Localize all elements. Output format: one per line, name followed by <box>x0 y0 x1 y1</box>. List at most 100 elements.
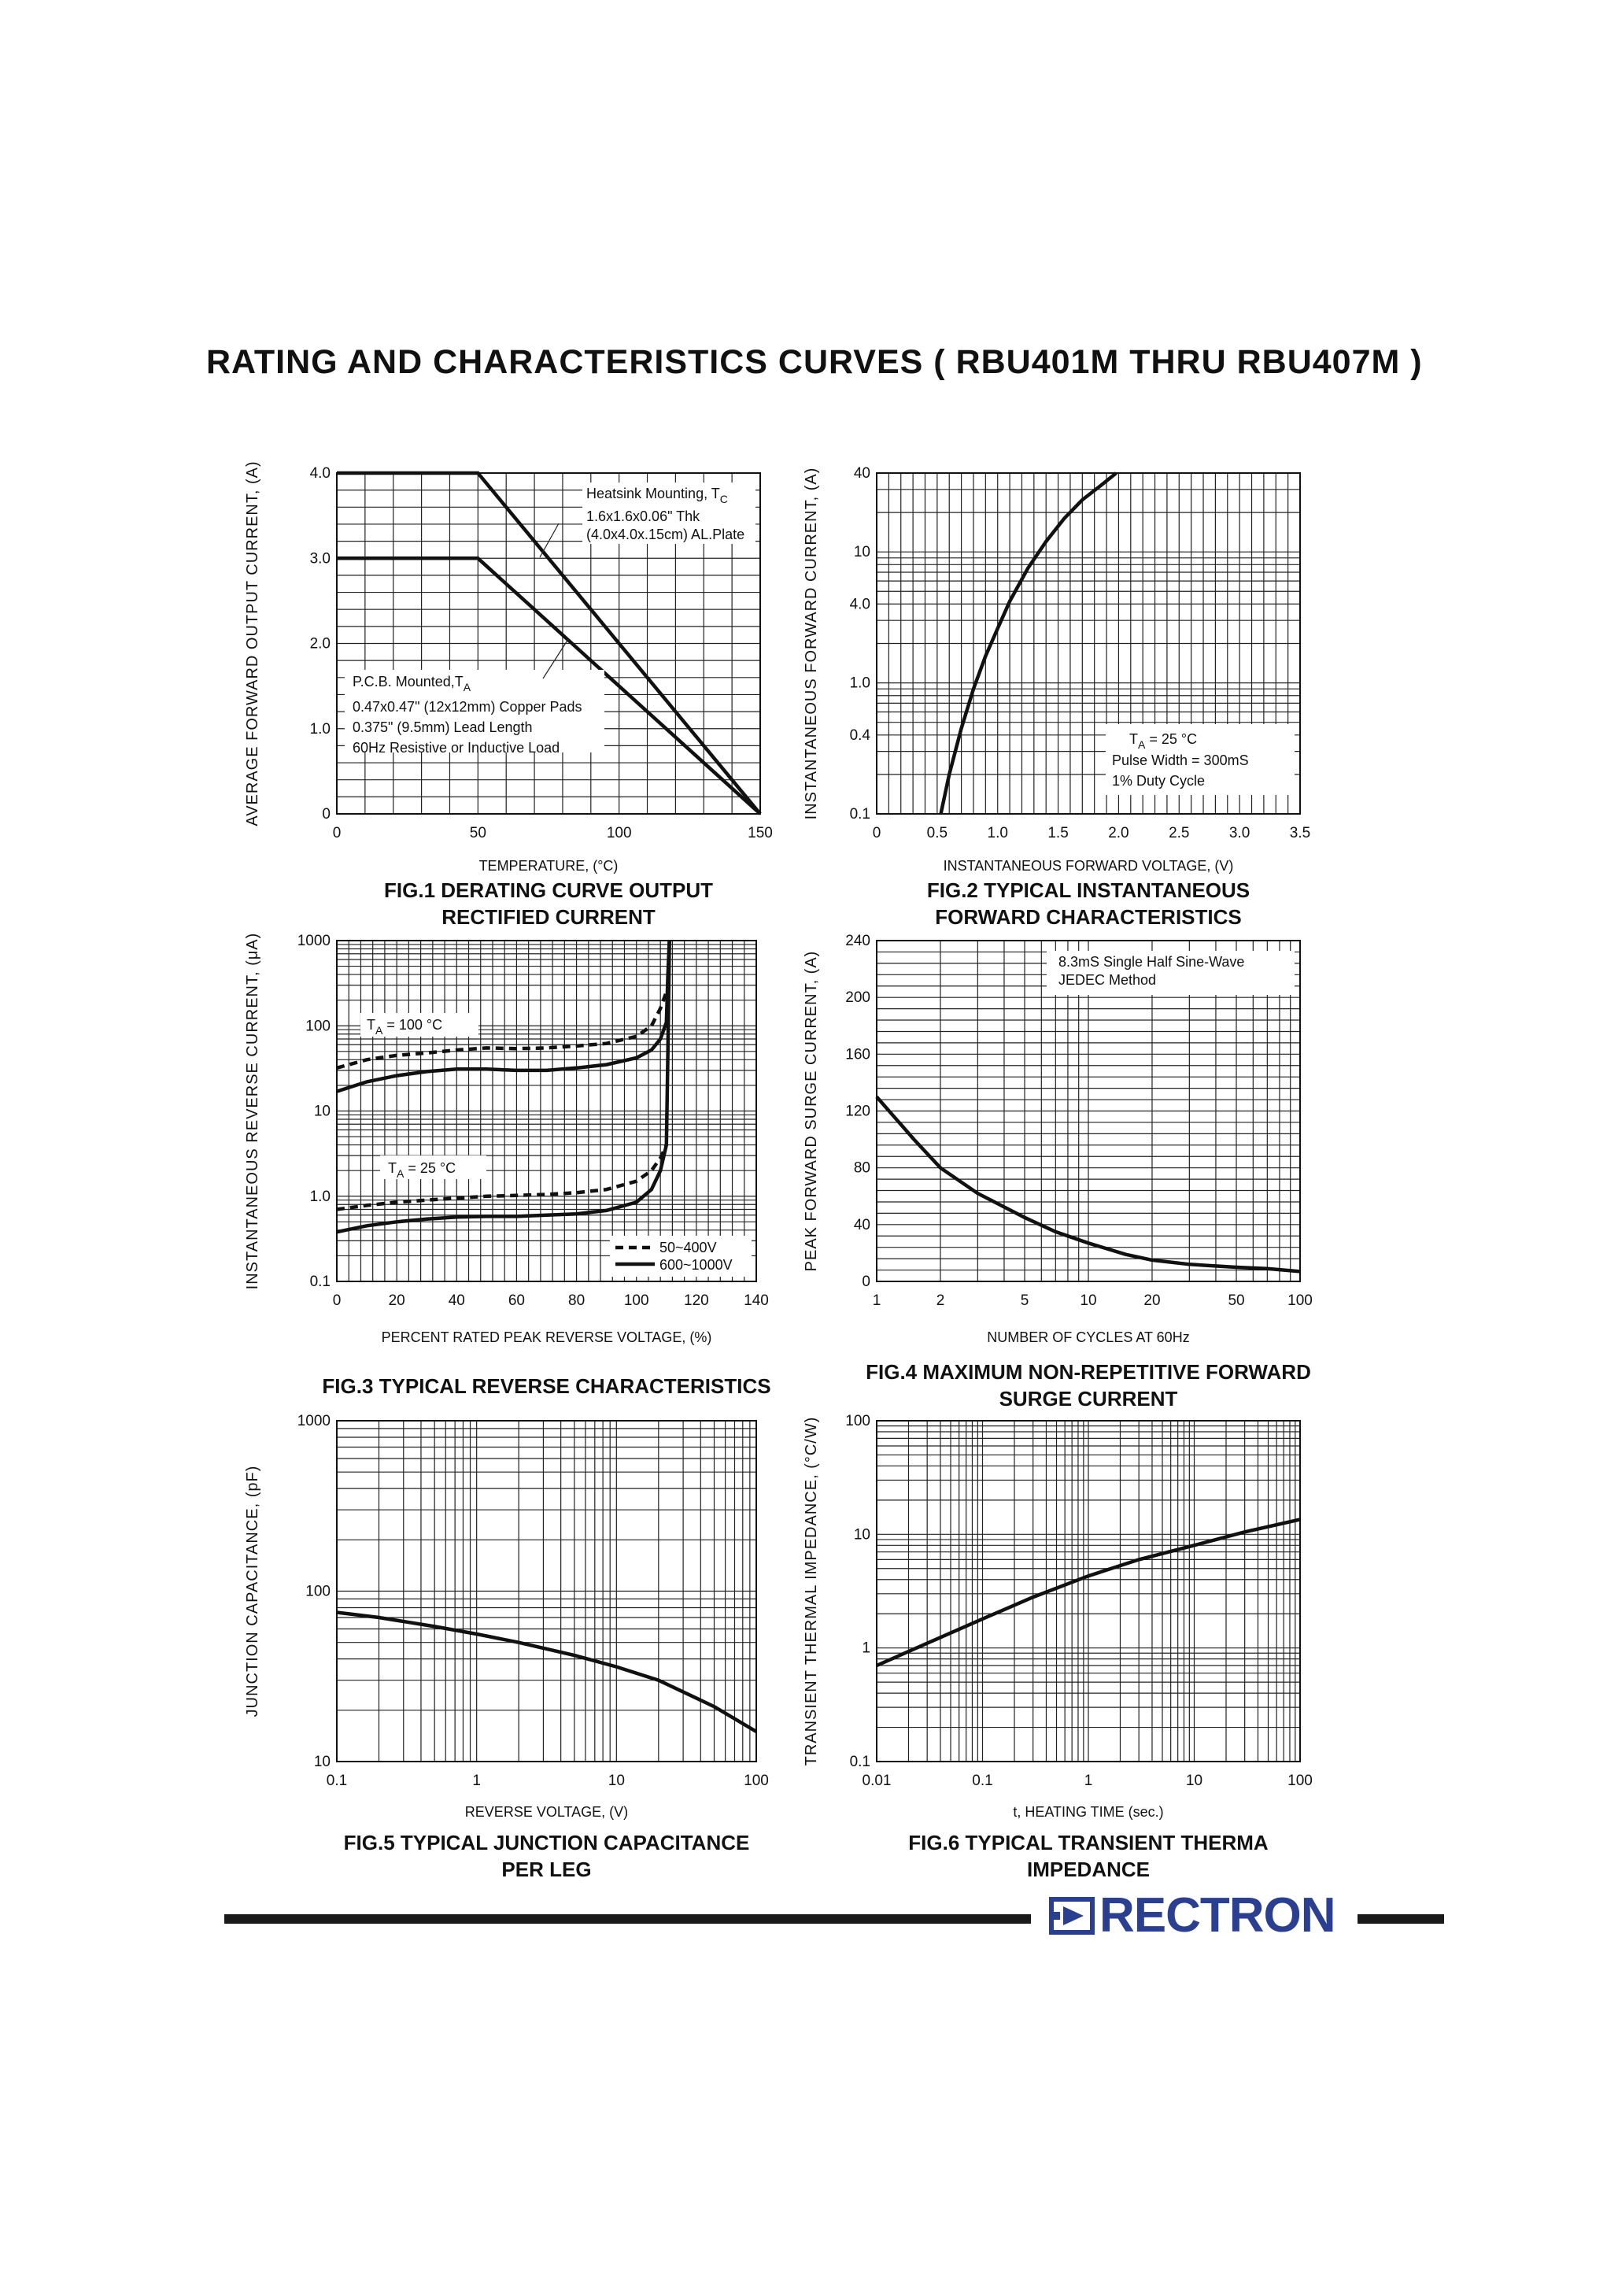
fig3-series-line-3 <box>336 940 671 1234</box>
fig6-y-tick-label: 0.1 <box>850 1754 870 1770</box>
fig3-annotation-ta25-prefix: T <box>388 1160 397 1176</box>
fig4-x-tick-label: 50 <box>1228 1292 1244 1309</box>
fig1-caption: FIG.1 DERATING CURVE OUTPUT <box>384 878 713 902</box>
fig3-x-tick-label: 80 <box>568 1292 585 1309</box>
fig5-x-tick-label: 1 <box>472 1773 481 1789</box>
fig1-x-axis-label: TEMPERATURE, (°C) <box>479 858 619 874</box>
fig1-annotation-pcb: P.C.B. Mounted,TA 0.47x0.47" (12x12mm) Co… <box>353 674 582 756</box>
fig5-series-line-0 <box>336 1610 758 1733</box>
fig3-x-tick-label: 100 <box>624 1292 649 1309</box>
fig3-x-tick-label: 60 <box>508 1292 525 1309</box>
fig2-y-tick-label: 0.1 <box>850 806 870 823</box>
fig4-caption: SURGE CURRENT <box>999 1387 1178 1411</box>
fig1-annotation-heatsink-line: (4.0x4.0x.15cm) AL.Plate <box>586 527 744 542</box>
fig5-y-tick-label: 10 <box>314 1754 331 1770</box>
fig1-y-axis-label: AVERAGE FORWARD OUTPUT CURRENT, (A) <box>244 460 261 826</box>
fig3-y-tick-label: 10 <box>314 1104 331 1120</box>
fig4-y-tick-label: 120 <box>845 1104 870 1120</box>
fig3-caption: FIG.3 TYPICAL REVERSE CHARACTERISTICS <box>322 1374 770 1398</box>
fig6-y-tick-label: 10 <box>854 1526 870 1543</box>
fig4-x-tick-label: 100 <box>1287 1292 1313 1309</box>
fig5-y-axis-label: JUNCTION CAPACITANCE, (pF) <box>244 1466 261 1717</box>
fig3-annotation-ta100-prefix: T <box>367 1017 375 1033</box>
fig5-y-tick-label: 1000 <box>297 1413 331 1429</box>
fig1-y-tick-label: 4.0 <box>310 465 331 482</box>
fig1-annotation-pcb-line: 0.47x0.47" (12x12mm) Copper Pads <box>353 699 582 715</box>
fig4-x-tick-label: 1 <box>873 1292 881 1309</box>
fig6-chart: 0.01 0.1 1 10 100 0.1 1 10 100 t, HEATING TIME (s… <box>803 1413 1313 1881</box>
fig3-x-axis-label: PERCENT RATED PEAK REVERSE VOLTAGE, (%) <box>382 1329 712 1345</box>
fig1-x-tick-label: 100 <box>607 825 632 841</box>
fig2-annotation-pulse-line: 1% Duty Cycle <box>1112 773 1205 789</box>
fig1-chart: 0 50 100 150 0 1.0 2.0 3.0 4.0 TEMPERATURE, (°C) A… <box>244 460 773 929</box>
fig6-y-axis-label: TRANSIENT THERMAL IMPEDANCE, (°C/W) <box>803 1417 820 1766</box>
fig6-y-tick-label: 1 <box>862 1640 870 1657</box>
rectron-logo-text: RECTRON <box>1099 1888 1336 1943</box>
fig2-caption: FORWARD CHARACTERISTICS <box>935 905 1242 929</box>
fig1-x-tick-label: 50 <box>470 825 486 841</box>
fig1-annotation-heatsink-line: 1.6x1.6x0.06" Thk <box>586 508 700 524</box>
fig4-annotation-method-line: JEDEC Method <box>1058 972 1156 988</box>
fig5-plot-frame <box>336 1420 757 1762</box>
fig4-y-tick-label: 240 <box>845 933 870 949</box>
fig2-x-axis-label: INSTANTANEOUS FORWARD VOLTAGE, (V) <box>944 858 1234 874</box>
fig2-x-tick-label: 1.5 <box>1047 825 1068 841</box>
fig1-annotation-pcb-line: 60Hz Resistive or Inductive Load <box>353 740 560 756</box>
fig1-x-tick-label: 0 <box>333 825 342 841</box>
fig3-x-tick-label: 140 <box>744 1292 769 1309</box>
fig4-y-tick-label: 0 <box>862 1274 870 1290</box>
fig3-y-tick-label: 0.1 <box>310 1274 331 1290</box>
fig2-x-tick-label: 0 <box>873 825 881 841</box>
fig6-x-tick-label: 100 <box>1287 1773 1313 1789</box>
fig3-x-tick-label: 20 <box>389 1292 405 1309</box>
fig1-caption: RECTIFIED CURRENT <box>441 905 656 929</box>
fig1-series-line-0 <box>337 471 762 815</box>
fig5-x-tick-label: 0.1 <box>327 1773 347 1789</box>
fig3-series-line-1 <box>336 940 671 1093</box>
page-title: RATING AND CHARACTERISTICS CURVES ( RBU4… <box>206 343 1423 381</box>
fig1-y-tick-label: 2.0 <box>310 636 331 653</box>
fig4-x-tick-label: 10 <box>1080 1292 1096 1309</box>
fig2-annotation-ta-suffix: = 25 °C <box>1145 731 1197 747</box>
fig1-annotation-box <box>582 482 755 544</box>
fig1-annotation-heatsink: Heatsink Mounting, TC 1.6x1.6x0.06" Thk (4… <box>586 486 744 542</box>
fig1-annotation-pcb-line: P.C.B. Mounted,T <box>353 674 464 690</box>
fig6-caption: IMPEDANCE <box>1027 1858 1150 1881</box>
fig2-y-tick-label: 10 <box>854 544 870 560</box>
fig3-annotation-ta100: TA = 100 °C <box>367 1017 442 1037</box>
fig3-x-tick-label: 40 <box>449 1292 465 1309</box>
fig4-x-axis-label: NUMBER OF CYCLES AT 60Hz <box>987 1329 1189 1345</box>
fig2-x-tick-label: 3.0 <box>1229 825 1250 841</box>
fig5-x-axis-label: REVERSE VOLTAGE, (V) <box>465 1804 628 1820</box>
fig3-annotation-ta25-subscript: A <box>397 1167 404 1180</box>
fig2-y-tick-label: 40 <box>854 465 870 482</box>
fig2-y-axis-label: INSTANTANEOUS FORWARD CURRENT, (A) <box>803 468 820 820</box>
fig3-annotation-ta25: TA = 25 °C <box>388 1160 456 1180</box>
fig3-plot-frame <box>336 940 757 1282</box>
fig6-x-tick-label: 0.01 <box>863 1773 892 1789</box>
fig1-annotation-heatsink-subscript: C <box>720 493 728 505</box>
fig4-plot-frame <box>876 940 1301 1282</box>
fig2-x-tick-label: 2.0 <box>1108 825 1129 841</box>
fig6-x-axis-label: t, HEATING TIME (sec.) <box>1013 1804 1163 1820</box>
fig3-y-tick-label: 1.0 <box>310 1189 331 1205</box>
fig3-y-tick-label: 100 <box>305 1018 331 1034</box>
fig4-y-tick-label: 40 <box>854 1217 870 1233</box>
fig5-x-tick-label: 10 <box>608 1773 625 1789</box>
fig3-legend-label: 50~400V <box>659 1240 717 1255</box>
fig3-annotation-ta25-suffix: = 25 °C <box>404 1160 456 1176</box>
fig2-annotation-box <box>1106 724 1295 795</box>
fig4-annotation-method: 8.3mS Single Half Sine-Wave JEDEC Method <box>1058 954 1244 988</box>
fig1-x-tick-label: 150 <box>748 825 773 841</box>
fig1-plot-frame <box>336 472 761 815</box>
fig5-caption: FIG.5 TYPICAL JUNCTION CAPACITANCE <box>344 1831 750 1854</box>
fig3-legend-label: 600~1000V <box>659 1257 733 1273</box>
fig3-x-tick-label: 0 <box>333 1292 342 1309</box>
fig6-plot-frame <box>876 1420 1301 1762</box>
fig6-caption: FIG.6 TYPICAL TRANSIENT THERMA <box>908 1831 1269 1854</box>
fig4-series-line-0 <box>875 1096 1301 1274</box>
rectron-logo-mark-icon <box>1049 1897 1095 1935</box>
fig4-y-tick-label: 200 <box>845 989 870 1006</box>
fig2-annotation-pulse: Pulse Width = 300mS 1% Duty Cycle <box>1112 752 1249 789</box>
